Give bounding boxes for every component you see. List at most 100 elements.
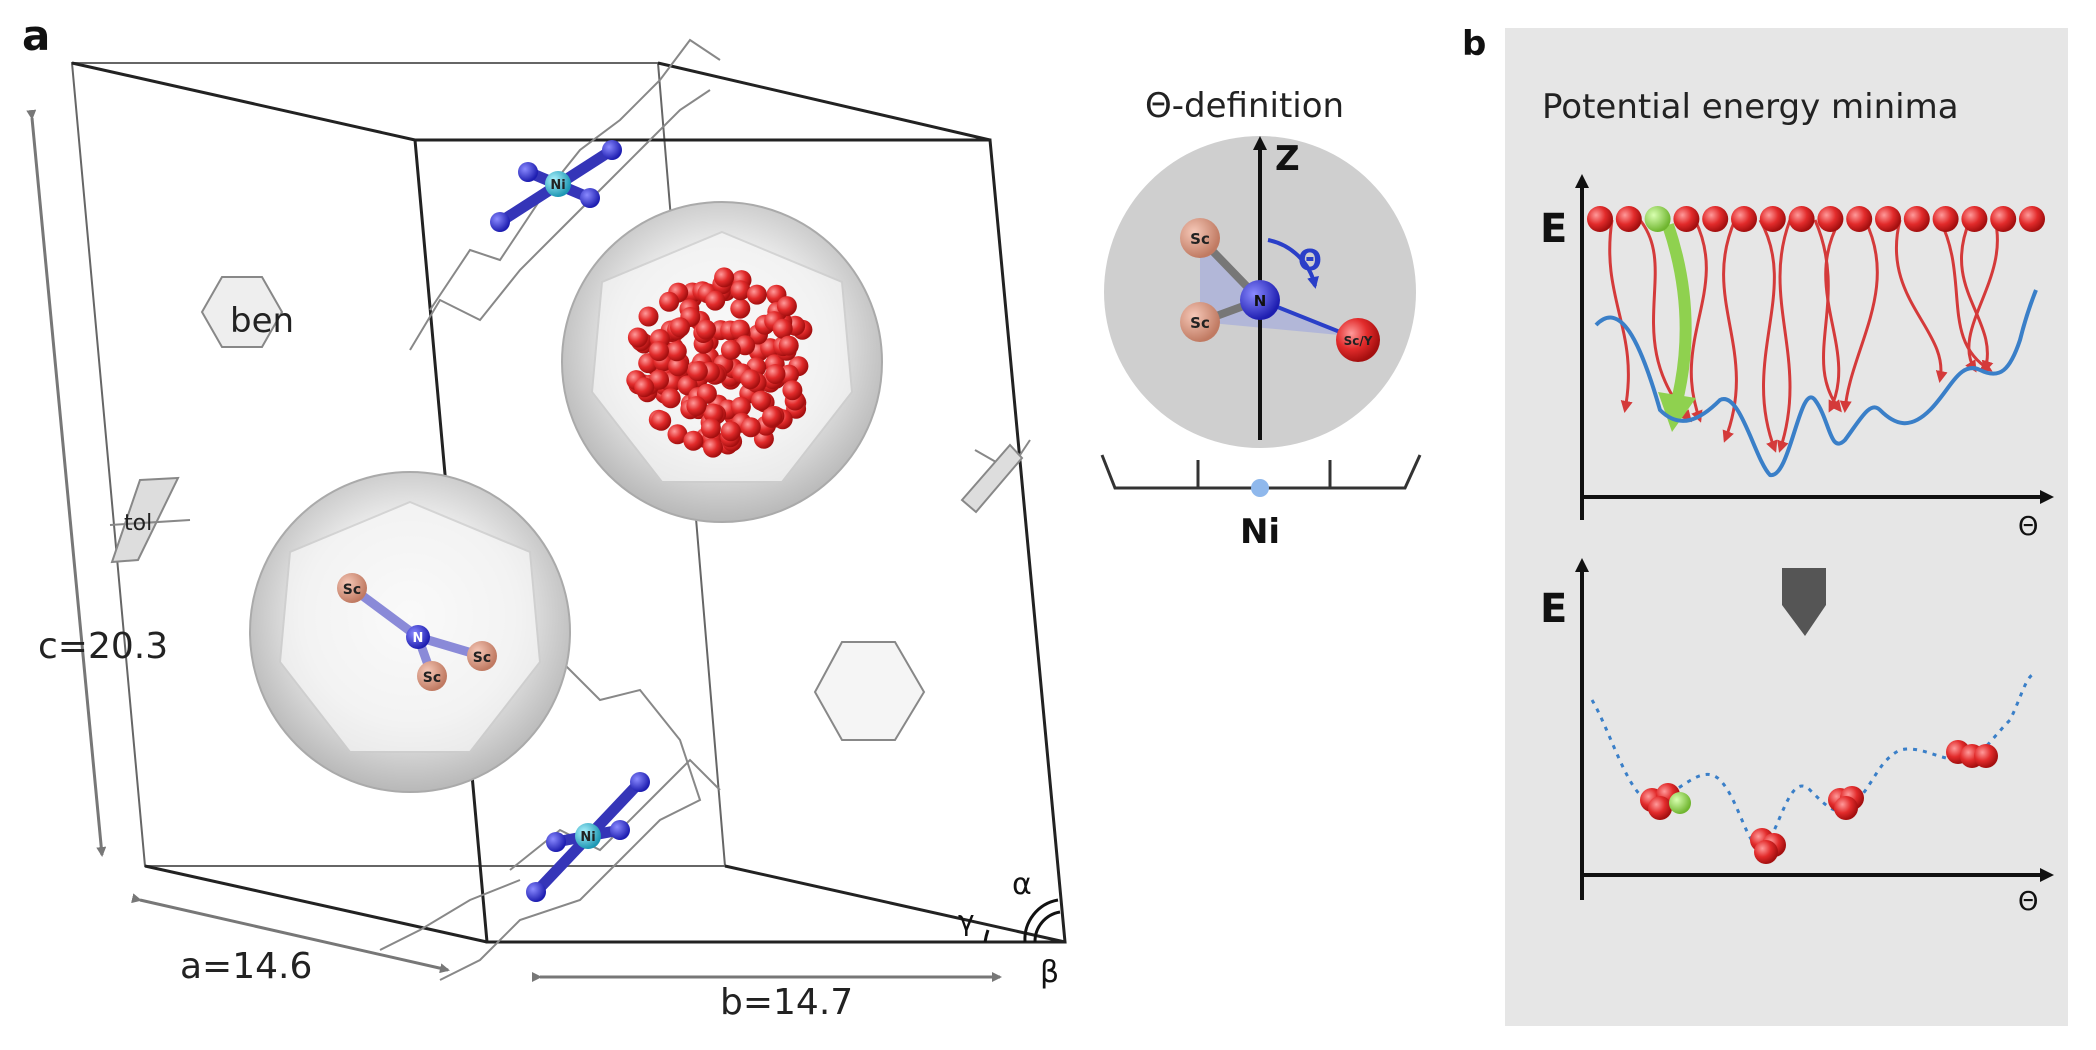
sc-y-atom-label: Sc/Y bbox=[1344, 334, 1373, 348]
fullerene-carbon-atom bbox=[700, 418, 721, 439]
fullerene-carbon-atom bbox=[762, 406, 783, 427]
toluene-molecule: tol bbox=[109, 476, 191, 564]
fullerene-carbon-atom bbox=[627, 327, 648, 348]
cluster-middle bbox=[1828, 786, 1864, 820]
n-atom bbox=[580, 188, 600, 208]
sc-atom-label: Sc bbox=[423, 670, 441, 686]
side-molecule bbox=[960, 443, 1024, 514]
n-atom bbox=[630, 772, 650, 792]
angle-beta: β bbox=[1040, 955, 1059, 990]
fullerene-carbon-atom bbox=[651, 410, 672, 431]
fullerene-carbon-atom bbox=[703, 437, 723, 458]
panel-b-background bbox=[1505, 28, 2068, 1026]
angle-gamma: γ bbox=[958, 904, 975, 937]
benzene-label: ben bbox=[230, 301, 294, 341]
toluene-label: tol bbox=[124, 511, 152, 536]
green-arrowhead bbox=[1658, 392, 1696, 432]
fullerene-carbon-atom bbox=[668, 356, 689, 377]
upper-energy-plot: E Θ bbox=[1540, 174, 2054, 542]
fullerene-carbon-atom bbox=[778, 335, 799, 356]
fullerene-carbon-atom bbox=[638, 306, 659, 327]
start-ball bbox=[1615, 206, 1642, 232]
sc3n-cluster: Sc Sc Sc N bbox=[337, 573, 497, 691]
upper-theta-label: Θ bbox=[2018, 512, 2038, 542]
ni-base-label: Ni bbox=[1240, 512, 1280, 552]
angle-alpha: α bbox=[1012, 867, 1032, 902]
lattice-arrows bbox=[26, 109, 1002, 982]
fullerene-carbon-atom bbox=[765, 364, 786, 384]
fullerene-atoms bbox=[626, 267, 813, 458]
start-ball bbox=[1846, 206, 1873, 232]
start-ball bbox=[1673, 206, 1700, 232]
fullerene-carbon-atom bbox=[776, 296, 797, 317]
sc-atom-label: Sc bbox=[1190, 314, 1210, 332]
fullerene-carbon-atom bbox=[720, 421, 741, 442]
n-atom bbox=[526, 882, 546, 902]
n-atom bbox=[610, 820, 630, 840]
fullerene-carbon-atom bbox=[686, 396, 707, 417]
ni-atom-label: Ni bbox=[550, 178, 565, 193]
start-ball bbox=[1759, 206, 1786, 232]
highlighted-start-ball bbox=[1644, 206, 1671, 232]
fullerene-carbon-atom bbox=[683, 430, 704, 451]
fullerene-carbon-atom bbox=[667, 424, 688, 445]
n-atom bbox=[1240, 280, 1280, 320]
lattice-b-label: b=14.7 bbox=[720, 982, 853, 1023]
fullerene-carbon-atom bbox=[730, 319, 750, 340]
lower-energy-plot: E Θ bbox=[1540, 558, 2054, 917]
sc-atom-label: Sc bbox=[1190, 230, 1210, 248]
green-trajectory bbox=[1662, 223, 1692, 407]
hexagon-molecule bbox=[813, 641, 926, 741]
lattice-a-label: a=14.6 bbox=[180, 946, 312, 987]
fullerene-carbon-atom bbox=[730, 280, 751, 301]
sc-y-atom bbox=[1336, 318, 1380, 362]
fullerene-carbon-atom bbox=[746, 284, 767, 305]
fullerene-carbon-atom bbox=[687, 361, 708, 382]
benzene-molecule: ben bbox=[200, 276, 294, 348]
cluster-right bbox=[1946, 740, 1998, 768]
start-ball bbox=[1788, 206, 1815, 232]
fullerene-carbon-atom bbox=[703, 403, 724, 424]
fullerene-cage-shell bbox=[561, 201, 883, 523]
sc-atom bbox=[337, 573, 367, 603]
panel-a: a ben bbox=[22, 11, 1422, 1023]
n-atom-label: N bbox=[413, 631, 424, 646]
start-ball bbox=[1702, 206, 1729, 232]
lattice-c-label: c=20.3 bbox=[38, 626, 168, 667]
fullerene-carbon-atom bbox=[772, 318, 793, 339]
ni-complex-bottom: Ni bbox=[526, 772, 650, 902]
fullerene-carbon-atom bbox=[670, 317, 690, 338]
fullerene-carbon-atom bbox=[666, 341, 687, 362]
fullerene-carbon-atom bbox=[782, 380, 803, 401]
start-ball bbox=[1903, 206, 1930, 232]
fullerene-carbon-atom bbox=[696, 319, 716, 340]
ni-complex-top: Ni bbox=[490, 140, 622, 232]
lower-energy-label: E bbox=[1540, 586, 1567, 632]
ni-atom-label: Ni bbox=[580, 830, 595, 845]
ni-atom bbox=[545, 171, 571, 197]
panel-b: b Potential energy minima E Θ bbox=[1462, 24, 2068, 1026]
fullerene-carbon-atom bbox=[740, 417, 761, 438]
cluster-global-min bbox=[1750, 828, 1786, 864]
n-atom bbox=[546, 832, 566, 852]
n-atom bbox=[602, 140, 622, 160]
fullerene-carbon-atom bbox=[634, 377, 655, 398]
fullerene-carbon-atom bbox=[659, 291, 680, 312]
angle-markers bbox=[983, 898, 1061, 943]
down-chevron-icon bbox=[1782, 568, 1826, 636]
sc-atom bbox=[467, 641, 497, 671]
panel-b-title: Potential energy minima bbox=[1542, 87, 1959, 127]
fullerene-carbon-atom bbox=[649, 341, 669, 362]
start-ball bbox=[1961, 206, 1988, 232]
sc-atom bbox=[1180, 302, 1220, 342]
cluster-left bbox=[1640, 783, 1691, 820]
start-ball bbox=[1731, 206, 1757, 232]
fullerene-carbon-atom bbox=[751, 390, 772, 411]
fullerene-carbon-atom bbox=[649, 369, 669, 390]
sc-atom-label: Sc bbox=[343, 582, 361, 598]
panel-a-label: a bbox=[22, 11, 50, 60]
panel-b-label: b bbox=[1462, 24, 1486, 64]
start-ball bbox=[2019, 206, 2045, 232]
sc-atom bbox=[417, 661, 447, 691]
